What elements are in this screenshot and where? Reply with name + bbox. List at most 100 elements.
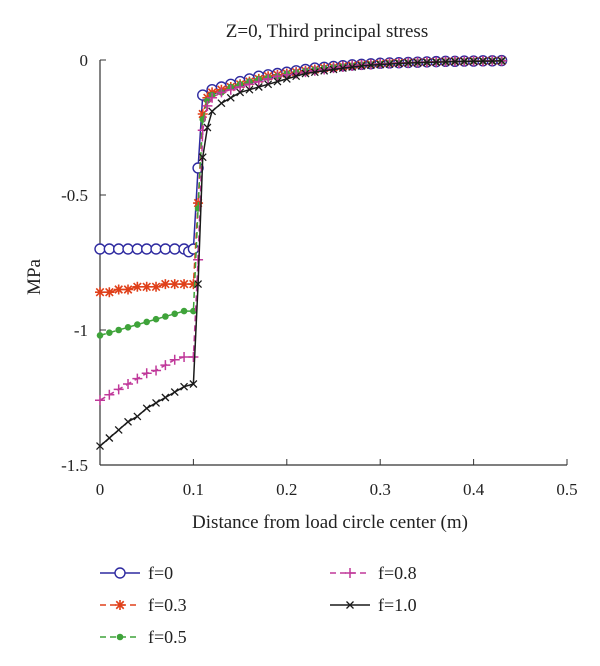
data-point <box>105 434 114 442</box>
data-point <box>132 373 143 384</box>
data-point <box>169 243 181 255</box>
data-point <box>150 243 162 255</box>
data-point <box>328 63 339 74</box>
legend-item: f=0.3 <box>100 595 187 615</box>
data-point <box>96 332 104 339</box>
data-point <box>357 61 366 70</box>
data-point <box>112 243 125 255</box>
data-point <box>197 109 208 119</box>
data-point <box>142 404 151 413</box>
legend-item: f=0.8 <box>330 563 417 583</box>
x-tick-label: 0 <box>96 480 105 499</box>
y-tick-label: -1 <box>74 321 88 340</box>
data-point <box>123 379 134 389</box>
legend-item: f=1.0 <box>330 595 417 615</box>
data-point <box>152 398 160 407</box>
legend-label: f=0.5 <box>148 627 187 647</box>
data-point <box>134 321 141 328</box>
y-tick-label: -1.5 <box>61 456 88 475</box>
data-point <box>170 388 179 397</box>
y-axis-label: MPa <box>24 258 45 294</box>
data-point <box>320 66 329 75</box>
data-point <box>122 243 134 255</box>
data-point <box>159 243 172 255</box>
data-point <box>217 99 226 108</box>
data-point <box>292 72 301 81</box>
data-point <box>301 69 310 78</box>
data-point <box>169 279 180 290</box>
data-point <box>226 93 235 102</box>
chart-title: Z=0, Third principal stress <box>226 21 428 42</box>
data-point <box>95 395 105 406</box>
series-line <box>99 60 502 401</box>
data-point <box>244 79 255 90</box>
data-point <box>245 85 254 94</box>
data-point <box>180 307 188 315</box>
data-point <box>132 281 143 292</box>
series-f=0 <box>94 54 508 258</box>
legend-marker <box>345 568 355 578</box>
data-point <box>131 243 144 255</box>
data-point <box>309 65 320 76</box>
data-point <box>216 87 227 98</box>
data-point <box>188 279 199 290</box>
legend-label: f=0 <box>148 563 173 583</box>
data-point <box>114 425 123 434</box>
data-point <box>236 88 245 97</box>
data-point <box>273 77 282 86</box>
data-point <box>160 360 171 371</box>
legend-marker <box>116 633 124 641</box>
data-point <box>460 57 469 66</box>
data-point <box>394 59 403 68</box>
data-point <box>329 65 338 74</box>
data-point <box>413 58 422 67</box>
data-point <box>235 82 246 92</box>
data-point <box>300 67 311 78</box>
data-point <box>225 84 236 95</box>
series-line <box>99 60 502 447</box>
data-point <box>160 279 171 290</box>
data-point <box>497 56 506 65</box>
data-point <box>263 73 274 84</box>
data-point <box>94 243 106 255</box>
data-point <box>253 76 264 87</box>
data-point <box>141 281 152 292</box>
data-point <box>179 352 190 362</box>
data-point <box>179 279 190 290</box>
data-point <box>197 125 208 136</box>
x-tick-label: 0.2 <box>276 480 297 499</box>
data-point <box>441 57 450 66</box>
data-point <box>96 442 104 451</box>
legend-label: f=0.8 <box>378 563 417 583</box>
x-axis-label: Distance from load circle center (m) <box>192 512 468 533</box>
data-point <box>152 315 160 323</box>
series-f=0.5 <box>96 57 505 339</box>
data-point <box>188 352 199 362</box>
data-point <box>478 57 487 66</box>
data-point <box>95 287 105 298</box>
data-point <box>376 60 385 69</box>
data-point <box>282 74 291 83</box>
data-point <box>450 57 459 66</box>
data-point <box>348 63 357 71</box>
legend-item: f=0 <box>100 563 173 583</box>
data-point <box>151 281 162 292</box>
data-point <box>198 153 207 162</box>
x-tick-label: 0.5 <box>556 480 577 499</box>
data-point <box>151 365 162 376</box>
data-point <box>124 417 132 426</box>
data-point <box>319 64 330 75</box>
data-point <box>113 384 124 395</box>
data-point <box>143 318 150 326</box>
series-line <box>99 60 502 337</box>
data-point <box>141 368 152 379</box>
legend-label: f=1.0 <box>378 595 417 615</box>
x-tick-label: 0.3 <box>370 480 391 499</box>
series-layer <box>94 54 508 451</box>
legend-marker <box>346 601 354 609</box>
data-point <box>169 354 180 365</box>
data-point <box>124 324 132 331</box>
data-point <box>254 83 263 91</box>
x-tick-label: 0.4 <box>463 480 485 499</box>
